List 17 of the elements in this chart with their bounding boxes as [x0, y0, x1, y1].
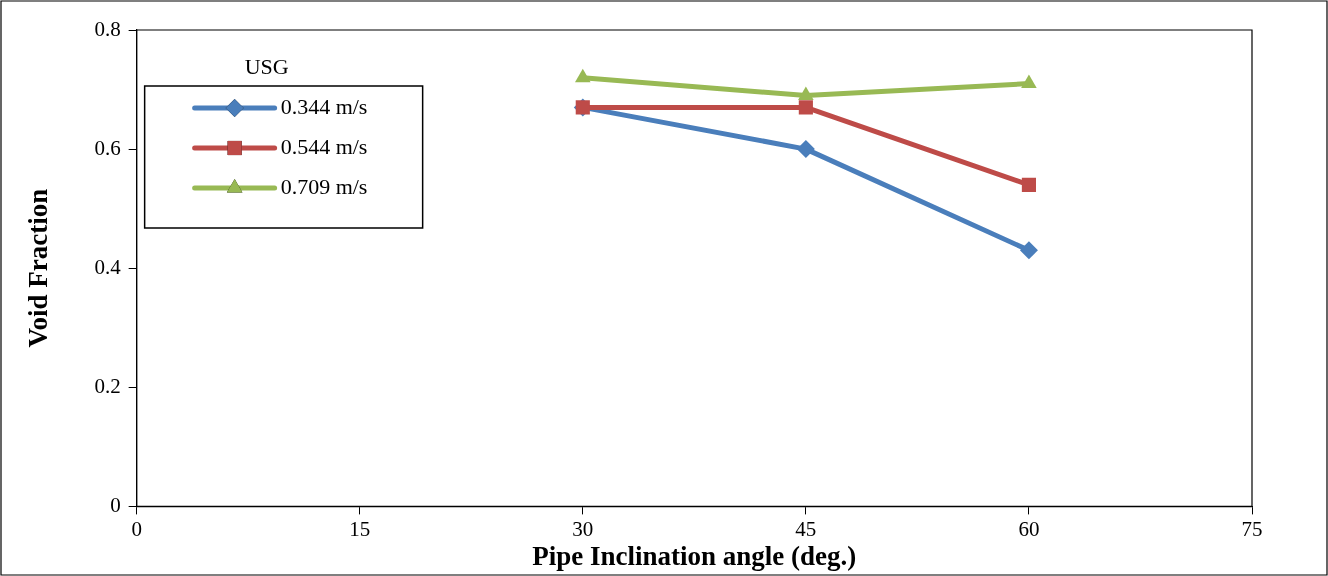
x-tick-label: 45 — [795, 516, 817, 541]
x-tick-label: 15 — [349, 516, 371, 541]
legend-label: 0.544 m/s — [280, 133, 368, 159]
legend-title: USG — [244, 53, 289, 79]
x-tick-label: 0 — [131, 516, 142, 541]
y-tick-label: 0 — [110, 492, 121, 517]
x-tick-label: 75 — [1241, 516, 1263, 541]
y-tick-label: 0.8 — [94, 16, 121, 41]
legend-label: 0.344 m/s — [280, 93, 368, 119]
y-axis-title: Void Fraction — [23, 188, 54, 348]
legend-label: 0.709 m/s — [280, 173, 368, 199]
y-tick-label: 0.6 — [94, 135, 121, 160]
x-axis-title: Pipe Inclination angle (deg.) — [532, 540, 857, 571]
x-tick-label: 60 — [1018, 516, 1040, 541]
y-tick-label: 0.2 — [94, 373, 121, 398]
x-tick-label: 30 — [572, 516, 594, 541]
y-tick-label: 0.4 — [94, 254, 122, 279]
